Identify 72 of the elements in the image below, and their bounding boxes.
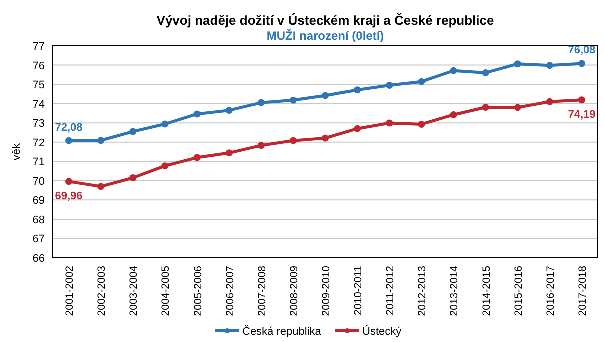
point (258, 99, 265, 106)
data-label: 76,08 (568, 44, 596, 57)
point (354, 86, 362, 94)
x-tick-label: 2006-2007 (224, 266, 236, 316)
y-tick-label: 74 (32, 98, 45, 111)
point (578, 96, 586, 104)
point (418, 120, 426, 128)
point (98, 137, 105, 144)
x-tick-label: 2014-2015 (480, 266, 493, 316)
point (258, 142, 265, 150)
y-tick-label: 75 (32, 80, 45, 92)
y-tick-label: 67 (32, 234, 45, 246)
point (162, 120, 169, 128)
legend-label: Česká republika (242, 325, 322, 338)
x-tick-label: 2002-2003 (96, 266, 108, 316)
point (322, 134, 329, 142)
y-tick-label: 71 (32, 156, 45, 169)
point (194, 154, 201, 162)
chart-subtitle: MUŽI narození (0letí) (266, 29, 384, 43)
point (514, 60, 522, 68)
point (162, 162, 169, 170)
y-tick-label: 77 (32, 41, 45, 53)
point (194, 110, 201, 118)
y-axis-title: věk (11, 142, 23, 161)
x-tick-label: 2003-2004 (128, 266, 140, 316)
point (386, 120, 394, 127)
x-tick-label: 2015-2016 (512, 266, 525, 316)
point (66, 178, 73, 186)
point (482, 69, 490, 76)
point (226, 107, 233, 114)
x-tick-label: 2007-2008 (256, 266, 268, 316)
point (322, 92, 329, 100)
point (578, 60, 586, 68)
data-label: 69,96 (55, 190, 83, 203)
point (66, 137, 73, 144)
point (514, 104, 522, 112)
x-tick-label: 2010-2011 (352, 266, 365, 316)
x-tick-label: 2008-2009 (288, 266, 300, 316)
point (98, 183, 105, 190)
x-tick-label: 2004-2005 (160, 266, 172, 316)
x-tick-label: 2009-2010 (320, 266, 332, 316)
point (386, 82, 394, 90)
legend-label: Ústecký (362, 325, 402, 338)
x-tick-label: 2001-2002 (64, 266, 76, 316)
data-label: 74,19 (568, 109, 596, 122)
point (290, 96, 297, 104)
point (450, 67, 458, 74)
x-tick-label: 2005-2006 (192, 266, 204, 316)
point (546, 98, 554, 106)
x-tick-label: 2016-2017 (544, 266, 557, 316)
point (130, 174, 137, 182)
y-tick-label: 73 (32, 118, 45, 130)
point (226, 150, 233, 157)
y-tick-label: 69 (32, 195, 45, 208)
chart-title: Vývoj naděje dožití v Ústeckém kraji a České republice (156, 13, 494, 28)
point (130, 128, 137, 136)
point (290, 137, 297, 144)
x-tick-label: 2012-2013 (416, 266, 429, 316)
x-tick-label: 2013-2014 (448, 266, 461, 316)
y-tick-label: 70 (32, 176, 45, 188)
point (546, 62, 554, 70)
y-tick-label: 66 (32, 253, 45, 265)
y-tick-label: 72 (32, 137, 45, 150)
point (354, 125, 362, 132)
x-tick-label: 2017-2018 (576, 266, 589, 316)
point (418, 78, 426, 86)
point (482, 104, 490, 111)
point (450, 111, 458, 118)
y-tick-label: 68 (32, 214, 45, 226)
data-label: 72,08 (55, 122, 83, 134)
x-tick-label: 2011-2012 (384, 266, 397, 316)
y-tick-label: 76 (32, 60, 45, 72)
